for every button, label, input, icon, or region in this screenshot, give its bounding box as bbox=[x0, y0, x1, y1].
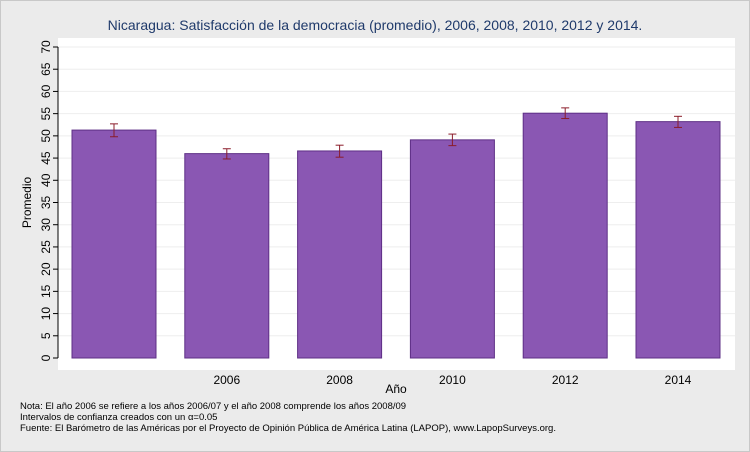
x-tick-label: 2006 bbox=[213, 373, 240, 387]
bar bbox=[184, 153, 270, 359]
bar bbox=[522, 112, 608, 359]
y-tick-label: 30 bbox=[39, 218, 53, 232]
y-tick-label: 20 bbox=[39, 262, 53, 276]
bar bbox=[71, 129, 157, 359]
y-tick-label: 5 bbox=[39, 332, 53, 339]
note-confidence: Intervalos de confianza creados con un α… bbox=[20, 412, 218, 423]
y-tick-label: 55 bbox=[39, 107, 53, 121]
x-tick-label: 2012 bbox=[552, 373, 579, 387]
note-source: Fuente: El Barómetro de las Américas por… bbox=[20, 423, 556, 434]
bar bbox=[297, 150, 383, 359]
y-tick-label: 15 bbox=[39, 284, 53, 298]
y-tick-label: 45 bbox=[39, 151, 53, 165]
x-tick-label: 2008 bbox=[326, 373, 353, 387]
x-tick-label: 2010 bbox=[439, 373, 466, 387]
bar bbox=[409, 139, 495, 359]
x-tick-label: 2014 bbox=[665, 373, 692, 387]
plot-area bbox=[58, 38, 735, 370]
y-tick-label: 60 bbox=[39, 84, 53, 98]
x-axis-label: Año bbox=[385, 382, 407, 396]
bar bbox=[635, 121, 721, 359]
y-tick-label: 70 bbox=[39, 40, 53, 54]
y-tick-label: 40 bbox=[39, 173, 53, 187]
chart-title: Nicaragua: Satisfacción de la democracia… bbox=[107, 17, 643, 33]
y-axis-label: Promedio bbox=[20, 176, 34, 228]
y-tick-label: 65 bbox=[39, 62, 53, 76]
y-tick-label: 10 bbox=[39, 307, 53, 321]
y-tick-label: 35 bbox=[39, 196, 53, 210]
note-year: Nota: El año 2006 se refiere a los años … bbox=[20, 401, 407, 412]
y-tick-label: 50 bbox=[39, 129, 53, 143]
y-tick-label: 25 bbox=[39, 240, 53, 254]
y-tick-label: 0 bbox=[39, 354, 53, 361]
